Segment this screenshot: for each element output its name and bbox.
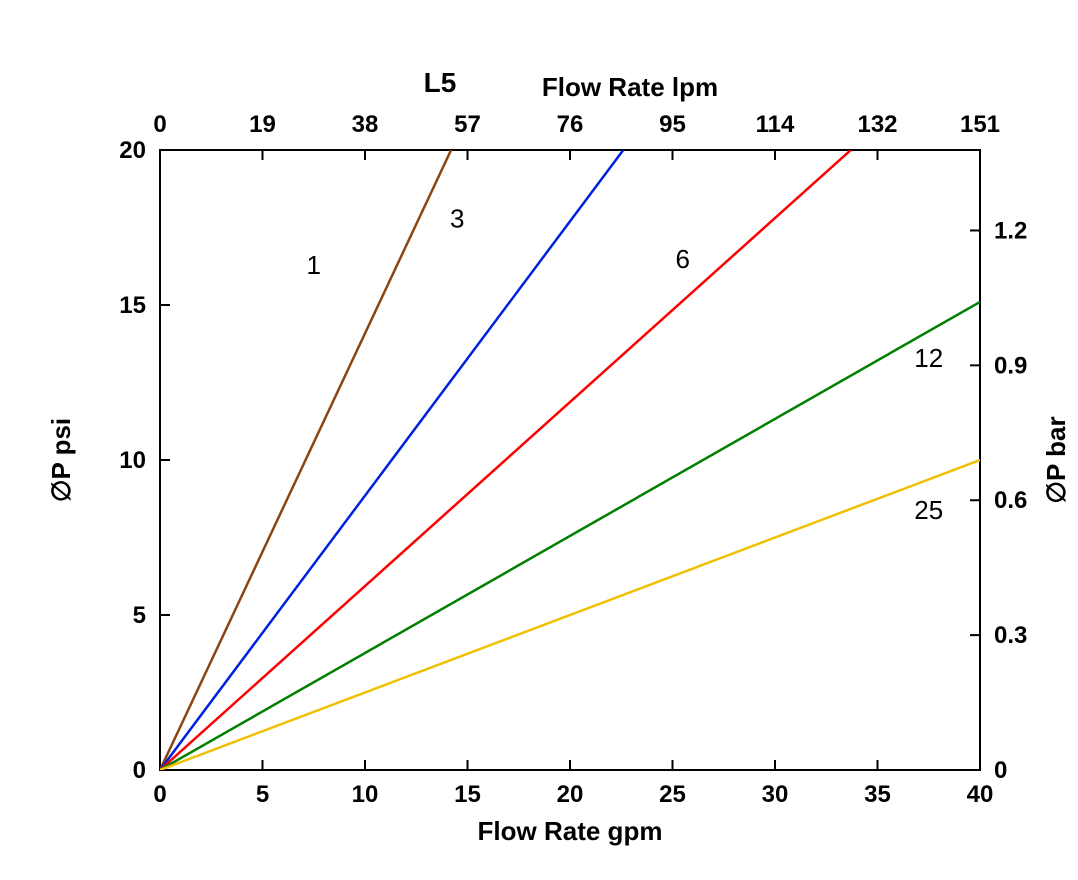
x-top-tick-label: 0 xyxy=(153,111,166,138)
y-left-tick-label: 10 xyxy=(119,447,146,474)
x-top-axis-label: Flow Rate lpm xyxy=(542,72,718,102)
y-right-axis-label: ∅P bar xyxy=(1041,416,1071,503)
x-top-tick-label: 38 xyxy=(352,111,379,138)
chart-title-prefix: L5 xyxy=(424,67,457,98)
series-label-12: 12 xyxy=(914,343,943,373)
x-bottom-tick-label: 25 xyxy=(659,781,686,808)
y-right-tick-label: 0.3 xyxy=(994,622,1027,649)
x-bottom-tick-label: 20 xyxy=(557,781,584,808)
x-top-tick-label: 57 xyxy=(454,111,481,138)
y-right-tick-label: 0.6 xyxy=(994,487,1027,514)
y-left-tick-label: 0 xyxy=(133,757,146,784)
x-top-tick-label: 132 xyxy=(857,111,897,138)
x-bottom-tick-label: 0 xyxy=(153,781,166,808)
series-label-6: 6 xyxy=(676,244,690,274)
x-top-tick-label: 151 xyxy=(960,111,1000,138)
x-top-tick-label: 114 xyxy=(756,111,795,138)
x-bottom-tick-label: 10 xyxy=(352,781,379,808)
x-bottom-tick-label: 30 xyxy=(762,781,789,808)
x-bottom-tick-label: 15 xyxy=(454,781,481,808)
x-bottom-tick-label: 5 xyxy=(256,781,269,808)
y-left-axis-label: ∅P psi xyxy=(46,418,76,502)
chart-svg: 0510152025303540Flow Rate gpm01938577695… xyxy=(0,0,1078,880)
y-right-tick-label: 1.2 xyxy=(994,217,1027,244)
y-left-tick-label: 20 xyxy=(119,137,146,164)
series-label-3: 3 xyxy=(450,204,464,234)
x-top-tick-label: 76 xyxy=(557,111,584,138)
x-bottom-tick-label: 35 xyxy=(864,781,891,808)
y-right-tick-label: 0.9 xyxy=(994,352,1027,379)
y-left-tick-label: 15 xyxy=(119,292,146,319)
y-right-tick-label: 0 xyxy=(994,757,1007,784)
series-label-1: 1 xyxy=(307,250,321,280)
x-top-tick-label: 19 xyxy=(249,111,276,138)
x-bottom-tick-label: 40 xyxy=(967,781,994,808)
x-top-tick-label: 95 xyxy=(659,111,686,138)
x-bottom-axis-label: Flow Rate gpm xyxy=(478,816,663,846)
y-left-tick-label: 5 xyxy=(133,602,146,629)
series-label-25: 25 xyxy=(914,495,943,525)
pressure-flow-chart: 0510152025303540Flow Rate gpm01938577695… xyxy=(0,0,1078,880)
